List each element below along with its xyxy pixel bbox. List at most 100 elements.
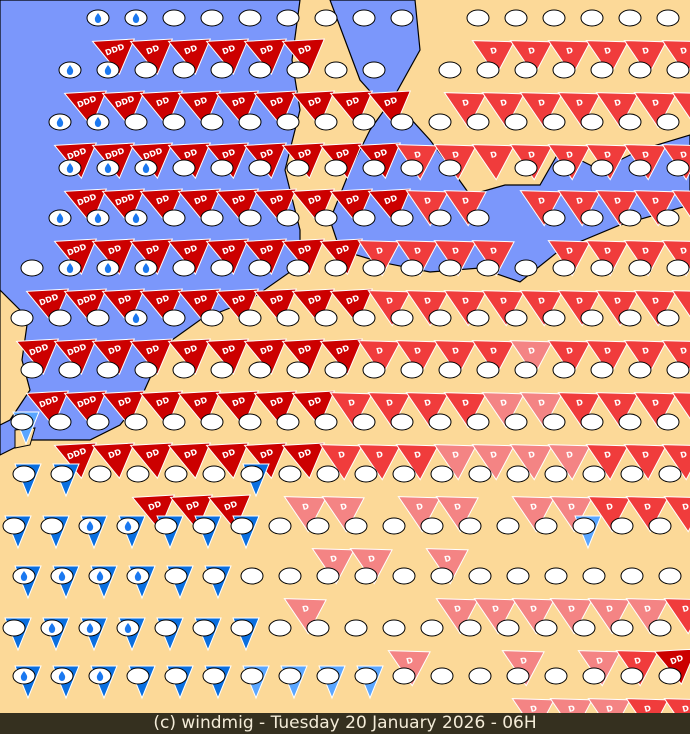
station[interactable]: D xyxy=(658,567,690,637)
station[interactable]: D xyxy=(438,159,493,229)
station[interactable] xyxy=(534,517,558,535)
station[interactable]: DDD xyxy=(96,159,154,229)
station[interactable]: D xyxy=(666,259,690,329)
station[interactable]: DD xyxy=(172,61,230,131)
station[interactable]: DD xyxy=(116,617,146,652)
station[interactable]: DD xyxy=(88,665,118,700)
station[interactable]: D xyxy=(580,309,635,379)
station[interactable]: D xyxy=(476,259,531,329)
station[interactable]: DD xyxy=(96,361,154,431)
station[interactable]: D xyxy=(362,259,417,329)
station[interactable]: D xyxy=(506,567,561,637)
station[interactable]: D xyxy=(504,309,559,379)
station[interactable]: D xyxy=(438,61,493,131)
station[interactable]: DD xyxy=(162,413,220,483)
station[interactable]: DD xyxy=(86,309,144,379)
station[interactable]: DD xyxy=(154,617,184,652)
station[interactable]: D xyxy=(658,465,690,535)
station[interactable]: D xyxy=(666,159,690,229)
station[interactable]: DDD xyxy=(20,361,78,431)
station[interactable]: DD xyxy=(162,309,220,379)
station[interactable] xyxy=(344,619,368,637)
station[interactable]: DDD xyxy=(58,259,116,329)
station[interactable]: D xyxy=(618,413,673,483)
station[interactable]: DD xyxy=(230,515,260,550)
station[interactable]: DD xyxy=(230,617,260,652)
station[interactable]: DD xyxy=(238,9,296,79)
station[interactable]: D xyxy=(656,209,690,279)
station[interactable]: D xyxy=(542,209,597,279)
station[interactable]: DD xyxy=(248,361,306,431)
station[interactable] xyxy=(496,517,520,535)
station[interactable]: D xyxy=(544,567,599,637)
station[interactable]: D xyxy=(610,619,665,689)
station[interactable]: DD xyxy=(248,159,306,229)
station[interactable] xyxy=(392,667,416,685)
station[interactable]: DD xyxy=(134,159,192,229)
station[interactable]: DD xyxy=(238,413,296,483)
station[interactable]: D xyxy=(656,9,690,79)
station[interactable]: DD xyxy=(200,309,258,379)
station[interactable]: DD xyxy=(78,617,108,652)
station[interactable]: DD xyxy=(12,463,42,498)
station[interactable]: DD xyxy=(12,565,42,600)
station[interactable]: D xyxy=(466,209,521,279)
station[interactable]: DD xyxy=(86,413,144,483)
station[interactable]: DDD xyxy=(48,413,106,483)
station[interactable]: DD xyxy=(248,61,306,131)
station[interactable]: DD xyxy=(154,515,184,550)
station[interactable] xyxy=(468,667,492,685)
station[interactable]: D xyxy=(476,361,531,431)
station[interactable]: D xyxy=(466,413,521,483)
station[interactable]: DD xyxy=(200,9,258,79)
station[interactable]: D xyxy=(390,209,445,279)
station[interactable]: DD xyxy=(172,259,230,329)
station[interactable]: DD xyxy=(50,463,80,498)
station[interactable] xyxy=(354,465,378,483)
station[interactable]: DD xyxy=(286,159,344,229)
station[interactable] xyxy=(314,9,338,27)
station[interactable]: D xyxy=(362,361,417,431)
station[interactable]: DD xyxy=(50,565,80,600)
station[interactable]: DD xyxy=(362,61,420,131)
station[interactable]: DD xyxy=(248,259,306,329)
station[interactable]: DD xyxy=(240,665,270,700)
station[interactable]: D xyxy=(590,361,645,431)
station[interactable]: DD xyxy=(276,9,334,79)
station[interactable]: D xyxy=(466,309,521,379)
station[interactable]: D xyxy=(352,209,407,279)
station[interactable]: D xyxy=(628,361,683,431)
station[interactable]: D xyxy=(544,465,599,535)
station[interactable]: D xyxy=(572,619,627,689)
station[interactable]: D xyxy=(590,259,645,329)
station[interactable] xyxy=(430,667,454,685)
station[interactable]: DD xyxy=(126,565,156,600)
station[interactable] xyxy=(88,465,112,483)
station[interactable]: DD xyxy=(324,159,382,229)
station[interactable]: DD xyxy=(238,209,296,279)
station[interactable] xyxy=(420,619,444,637)
station[interactable]: D xyxy=(504,9,559,79)
station[interactable]: DDD xyxy=(48,209,106,279)
station[interactable]: DD xyxy=(278,665,308,700)
station[interactable]: D xyxy=(428,413,483,483)
station[interactable]: DD xyxy=(316,665,346,700)
station[interactable]: D xyxy=(506,465,561,535)
station[interactable]: DD xyxy=(210,361,268,431)
station[interactable]: D xyxy=(628,259,683,329)
station[interactable]: DD xyxy=(126,665,156,700)
station[interactable]: DD xyxy=(126,465,184,535)
station[interactable]: DD xyxy=(50,665,80,700)
station[interactable]: D xyxy=(514,259,569,329)
station[interactable]: D xyxy=(438,259,493,329)
station[interactable]: DD xyxy=(134,61,192,131)
station[interactable]: D xyxy=(580,413,635,483)
station[interactable]: D xyxy=(352,413,407,483)
station[interactable]: D xyxy=(420,517,475,587)
station[interactable]: D xyxy=(514,159,569,229)
station[interactable]: DD xyxy=(314,309,372,379)
station[interactable]: D xyxy=(514,361,569,431)
station[interactable]: DD xyxy=(210,159,268,229)
station[interactable]: D xyxy=(542,9,597,79)
station[interactable] xyxy=(534,619,558,637)
